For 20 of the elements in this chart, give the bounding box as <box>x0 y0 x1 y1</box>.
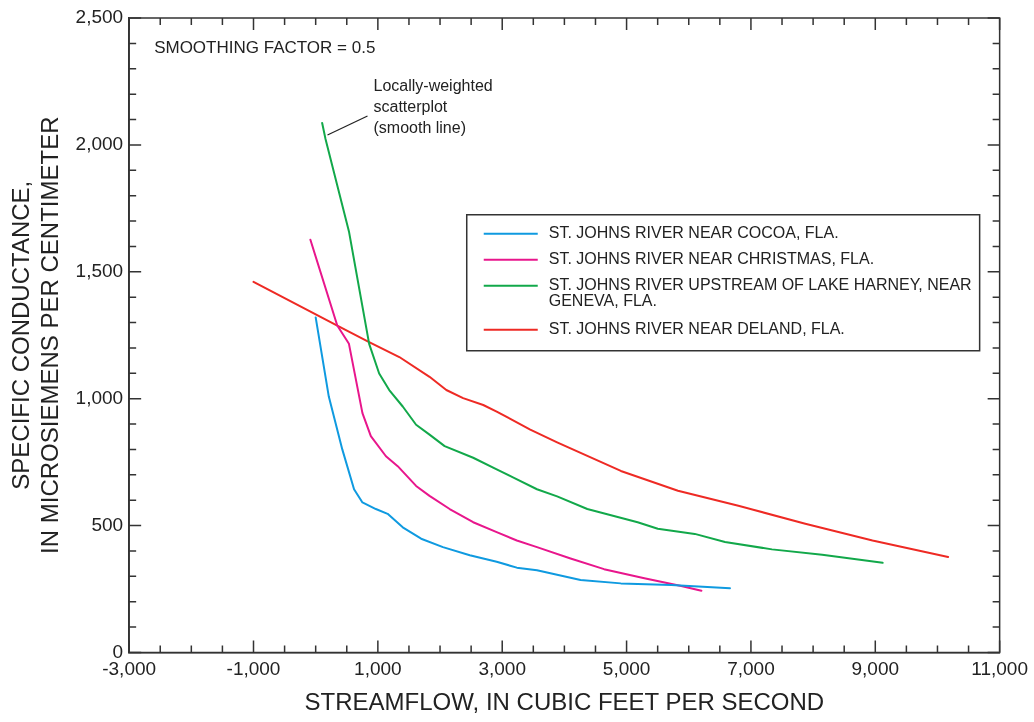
x-tick-label: 9,000 <box>851 658 900 680</box>
y-tick-label: 2,000 <box>75 133 124 155</box>
x-tick-label: 5,000 <box>602 658 651 680</box>
y-tick-label: 500 <box>91 513 124 535</box>
x-tick-label: 1,000 <box>354 658 402 680</box>
y-tick-label: 1,500 <box>75 259 124 281</box>
legend-label: ST. JOHNS RIVER NEAR CHRISTMAS, FLA. <box>548 250 875 268</box>
annotation: Locally-weighted scatterplot (smooth line) <box>373 77 493 137</box>
annotation: SMOOTHING FACTOR = 0.5 <box>154 38 376 58</box>
x-tick-label: 11,000 <box>971 658 1028 680</box>
legend-label: ST. JOHNS RIVER NEAR DELAND, FLA. <box>548 320 845 338</box>
y-tick-label: 1,000 <box>75 386 124 408</box>
y-tick-label: 2,500 <box>75 6 124 28</box>
x-tick-label: 7,000 <box>727 658 775 680</box>
legend-label: ST. JOHNS RIVER UPSTREAM OF LAKE HARNEY, NEAR GENEVA, FLA. <box>548 276 972 310</box>
x-tick-label: 3,000 <box>478 658 526 680</box>
legend-label: ST. JOHNS RIVER NEAR COCOA, FLA. <box>548 224 839 242</box>
x-axis-title: STREAMFLOW, IN CUBIC FEET PER SECOND <box>304 688 825 716</box>
x-tick-label: -1,000 <box>226 658 281 680</box>
y-axis-title: SPECIFIC CONDUCTANCE, IN MICROSIEMENS PER CENTIMETER <box>7 116 63 554</box>
